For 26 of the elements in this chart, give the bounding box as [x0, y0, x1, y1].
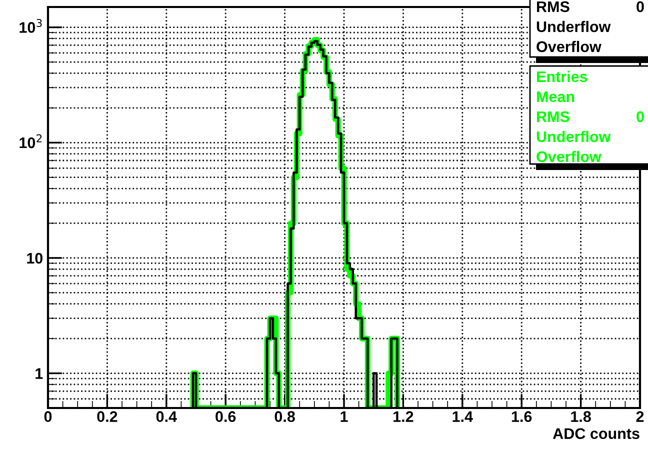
annotation: RMS — [537, 111, 570, 122]
x-tick-label: 1.6 — [512, 411, 532, 422]
y-tick-label: 10$^{3}$ — [20, 18, 42, 33]
x-tick-label: 1.4 — [452, 411, 473, 422]
x-tick-label: 1.8 — [571, 411, 591, 422]
annotation: 0 — [636, 111, 644, 122]
annotation: Overflow — [536, 150, 602, 162]
annotation: Entries — [537, 70, 588, 82]
y-tick-label: 10$^{2}$ — [20, 134, 42, 148]
x-tick-label: 2 — [636, 411, 644, 422]
x-axis-title: ADC counts — [552, 428, 640, 440]
annotation: Underflow — [536, 20, 611, 32]
x-tick-label: 0.8 — [274, 411, 295, 422]
annotation: Overflow — [536, 40, 602, 52]
annotation: Mean — [537, 91, 574, 102]
annotation: Underflow — [536, 130, 611, 142]
annotation: RMS — [537, 1, 570, 12]
annotation: 0 — [636, 1, 644, 12]
x-tick-label: 1.2 — [394, 411, 414, 422]
x-tick-label: 1 — [340, 411, 348, 422]
x-tick-label: 0.2 — [97, 411, 118, 422]
x-tick-label: 0.4 — [156, 411, 177, 422]
x-tick-label: 0.6 — [216, 411, 236, 422]
y-tick-label: 10 — [27, 252, 43, 264]
x-tick-label: 0 — [44, 411, 52, 422]
y-tick-label: 1 — [36, 368, 43, 379]
